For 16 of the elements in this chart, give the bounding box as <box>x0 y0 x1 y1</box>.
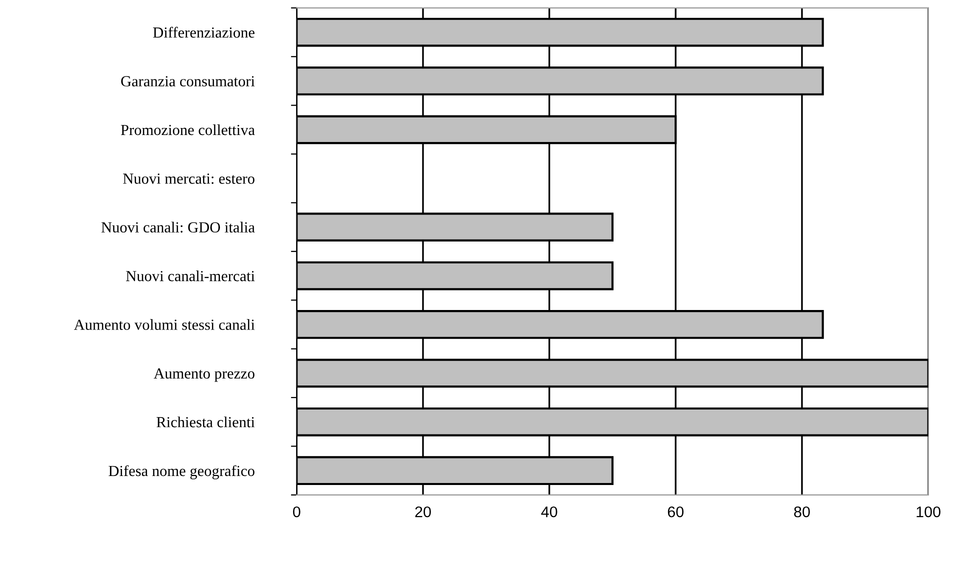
y-tick-label: Nuovi mercati: estero <box>123 174 254 184</box>
y-tick-label: Promozione collettiva <box>120 124 255 136</box>
x-tick-label: 40 <box>541 506 558 518</box>
y-tick-label: Aumento prezzo <box>154 368 254 382</box>
x-tick-label: 60 <box>668 506 684 518</box>
x-tick-label: 100 <box>916 506 940 518</box>
x-tick-label: 20 <box>415 506 431 518</box>
y-tick-label: Richiesta clienti <box>156 416 255 428</box>
x-tick-label: 80 <box>794 506 810 518</box>
y-tick-label: Nuovi canali-mercati <box>126 270 255 282</box>
y-tick-label: Garanzia consumatori <box>121 76 255 86</box>
x-tick-label: 0 <box>293 506 300 518</box>
y-tick-label: Nuovi canali: GDO italia <box>101 222 255 233</box>
y-tick-label: Differenziazione <box>153 26 254 38</box>
y-tick-label: Aumento volumi stessi canali <box>74 319 255 330</box>
y-tick-label: Difesa nome geografico <box>108 465 254 480</box>
